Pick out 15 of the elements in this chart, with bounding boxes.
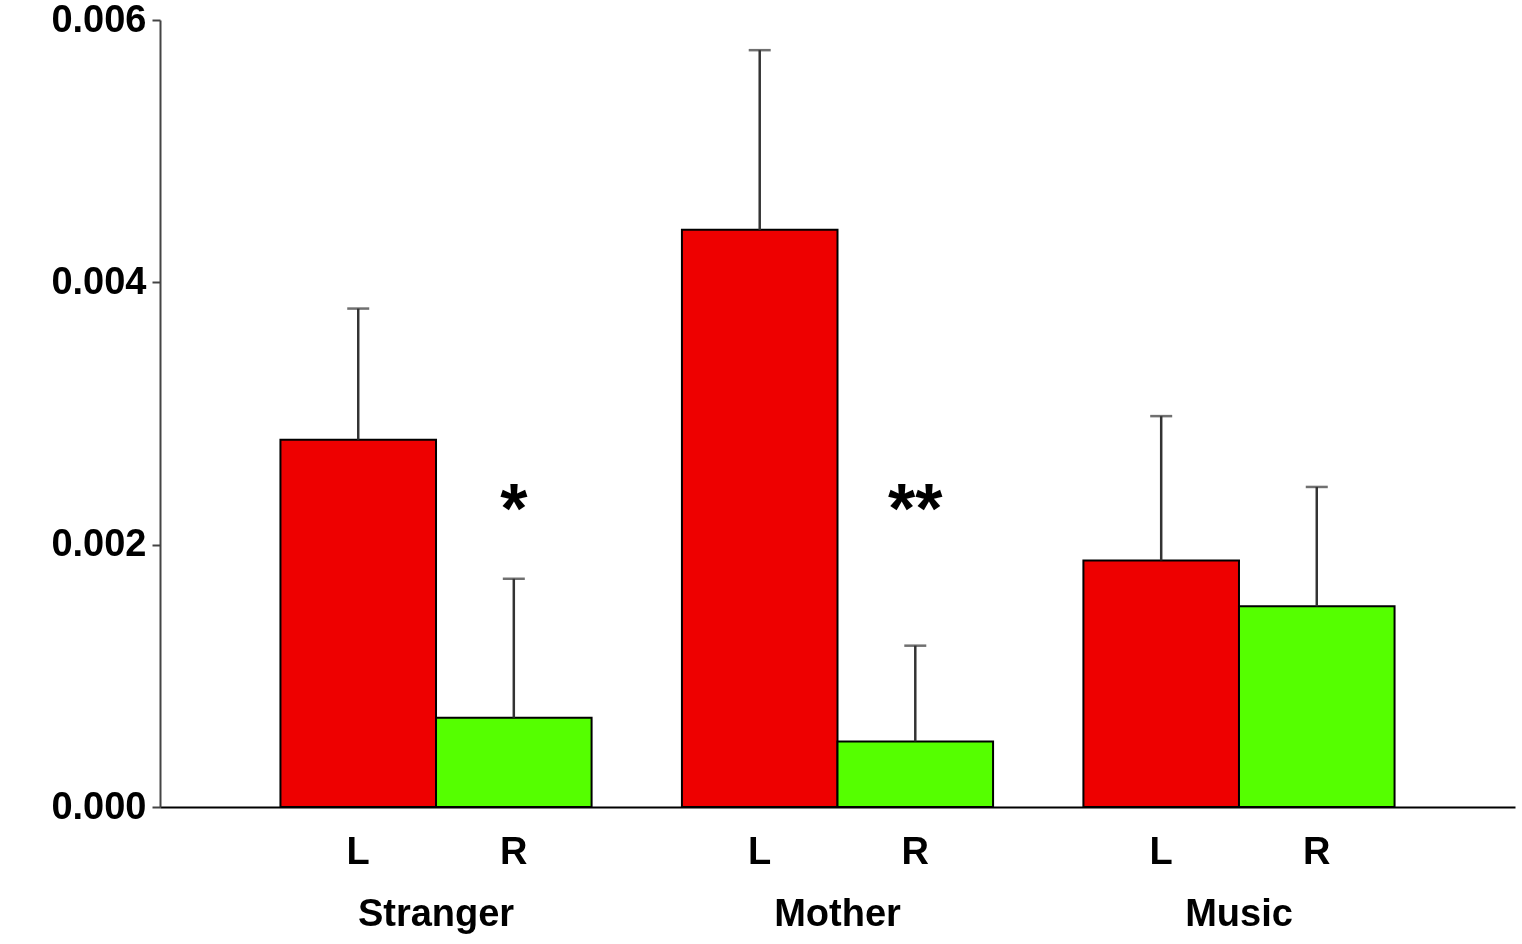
- x-tick-label: Mother: [774, 891, 902, 934]
- y-tick-label: 0.006: [51, 0, 147, 40]
- series-label: L: [346, 830, 370, 872]
- x-tick-label: Music: [1185, 891, 1293, 934]
- text: R: [901, 830, 930, 872]
- y-tick-label: 0.004: [51, 259, 147, 302]
- text: L: [748, 830, 772, 872]
- y-tick-label: 0.002: [51, 522, 147, 565]
- text: R: [1303, 830, 1331, 872]
- series-label: R: [500, 830, 528, 872]
- x-tick-label: Stranger: [357, 891, 515, 934]
- text: L: [1149, 830, 1173, 872]
- annotation: **: [888, 469, 944, 548]
- y-tick-label: 0.000: [51, 784, 147, 827]
- annotation: *: [500, 469, 529, 548]
